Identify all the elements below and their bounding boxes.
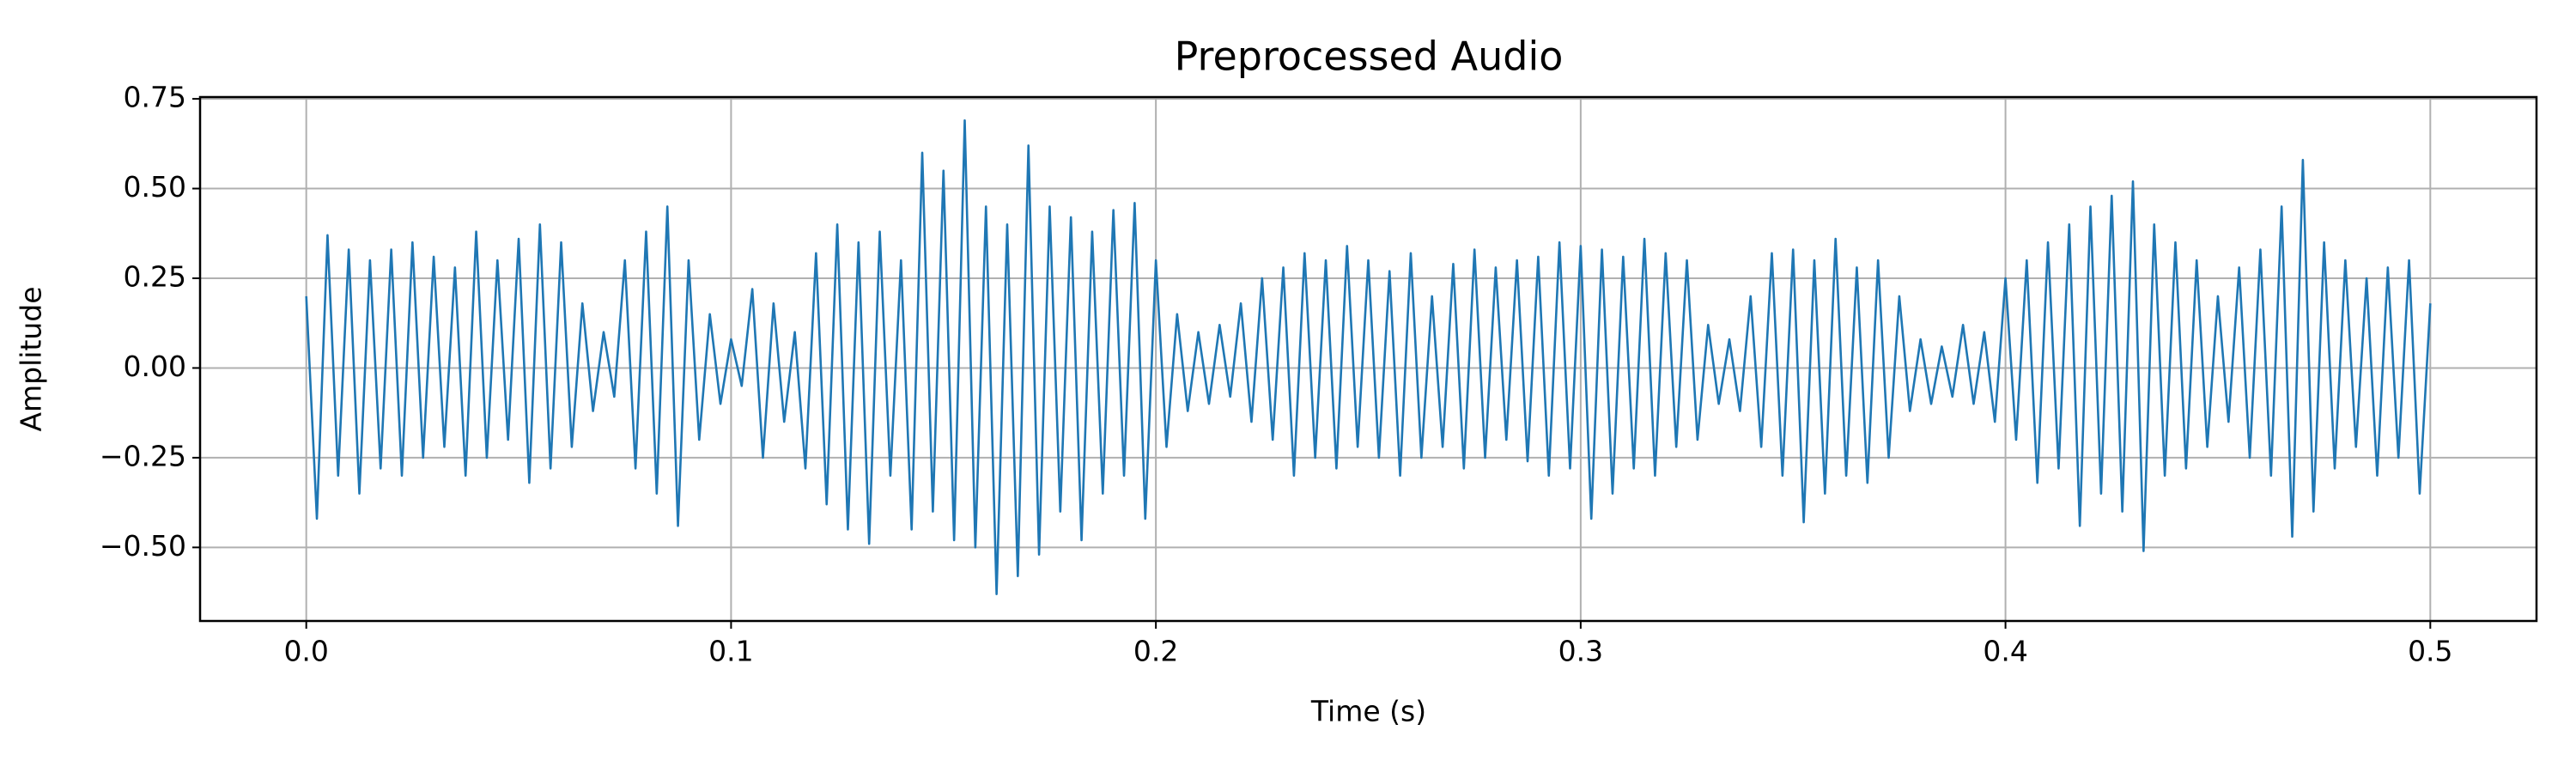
y-tick-label: 0.50 [124, 170, 186, 204]
y-tick-label: −0.50 [100, 529, 186, 563]
x-tick-label: 0.1 [708, 635, 753, 668]
x-tick-label: 0.2 [1133, 635, 1178, 668]
waveform-line [305, 119, 2432, 595]
y-tick-label: 0.75 [124, 81, 186, 114]
y-tick-label: −0.25 [100, 439, 186, 472]
x-axis-label: Time (s) [1310, 695, 1426, 728]
y-tick-label: 0.25 [124, 259, 186, 293]
x-tick-label: 0.5 [2408, 635, 2452, 668]
plot-frame [198, 95, 2538, 623]
x-tick-label: 0.3 [1558, 635, 1603, 668]
chart-title: Preprocessed Audio [1175, 33, 1564, 80]
y-tick-label: 0.00 [124, 350, 186, 383]
x-tick-label: 0.4 [1983, 635, 2027, 668]
y-axis-label: Amplitude [15, 286, 48, 431]
x-tick-label: 0.0 [283, 635, 328, 668]
